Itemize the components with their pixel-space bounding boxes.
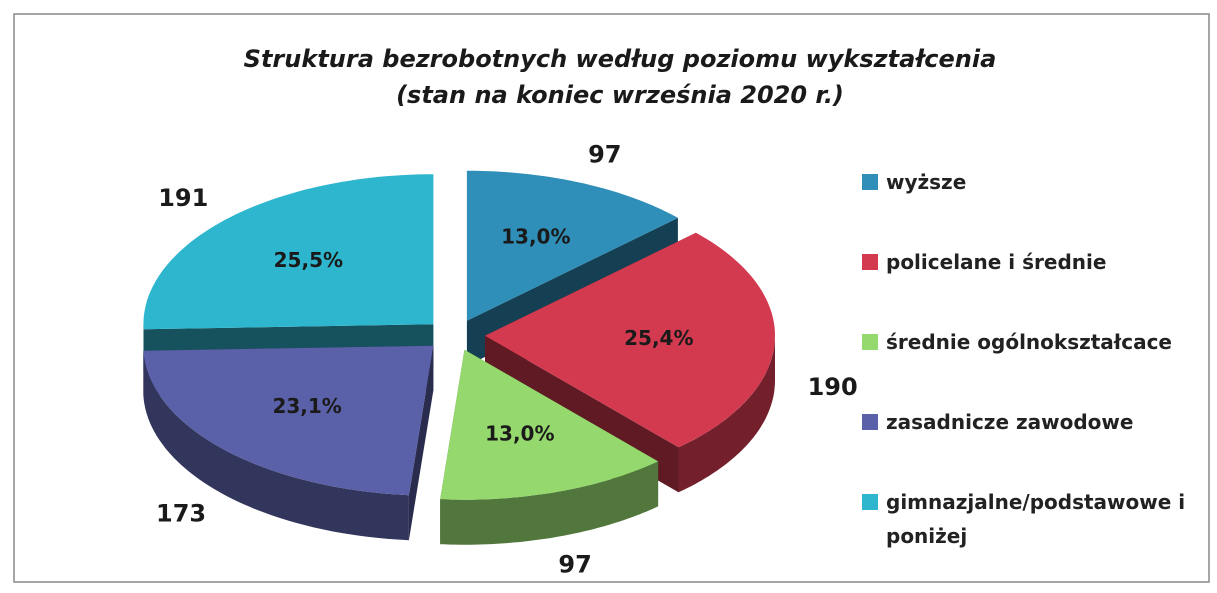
percent-label: 13,0% xyxy=(501,225,570,249)
percent-label: 25,4% xyxy=(624,326,693,350)
legend-label: gimnazjalne/podstawowe i poniżej xyxy=(886,490,1186,548)
slice xyxy=(485,232,775,448)
frame xyxy=(13,13,1210,583)
legend-swatch xyxy=(862,254,878,270)
slice-wall xyxy=(408,345,434,541)
value-label: 97 xyxy=(588,140,621,168)
chart-title: Struktura bezrobotnych według poziomu wy… xyxy=(244,45,997,73)
legend-swatch xyxy=(862,174,878,190)
legend-item: gimnazjalne/podstawowe i poniżej xyxy=(862,485,1192,565)
legend-item: wyższe xyxy=(862,165,1192,245)
percent-label: 23,1% xyxy=(272,394,341,418)
percent-label: 25,5% xyxy=(274,248,343,272)
value-label: 173 xyxy=(156,500,206,528)
chart-subtitle: (stan na koniec września 2020 r.) xyxy=(396,81,844,109)
value-label: 191 xyxy=(158,184,208,212)
legend: wyższe policelane i średnie średnie ogólno… xyxy=(862,165,1192,565)
legend-swatch xyxy=(862,414,878,430)
slice xyxy=(466,170,678,321)
legend-item: policelane i średnie xyxy=(862,245,1192,325)
legend-label: policelane i średnie xyxy=(886,250,1107,274)
legend-item: zasadnicze zawodowe xyxy=(862,405,1192,485)
legend-swatch xyxy=(862,494,878,510)
legend-label: zasadnicze zawodowe xyxy=(886,410,1134,434)
value-label: 190 xyxy=(808,373,858,401)
percent-label: 13,0% xyxy=(485,422,554,446)
slice xyxy=(143,174,434,330)
slice-side xyxy=(143,350,409,541)
slice xyxy=(440,349,659,500)
legend-label: średnie ogólnokształcace xyxy=(886,330,1172,354)
slice-side xyxy=(440,461,659,545)
legend-swatch xyxy=(862,334,878,350)
legend-item: średnie ogólnokształcace xyxy=(862,325,1192,405)
value-label: 97 xyxy=(558,550,591,578)
legend-label: wyższe xyxy=(886,170,967,194)
slice-side xyxy=(678,335,775,493)
slice xyxy=(143,345,434,496)
